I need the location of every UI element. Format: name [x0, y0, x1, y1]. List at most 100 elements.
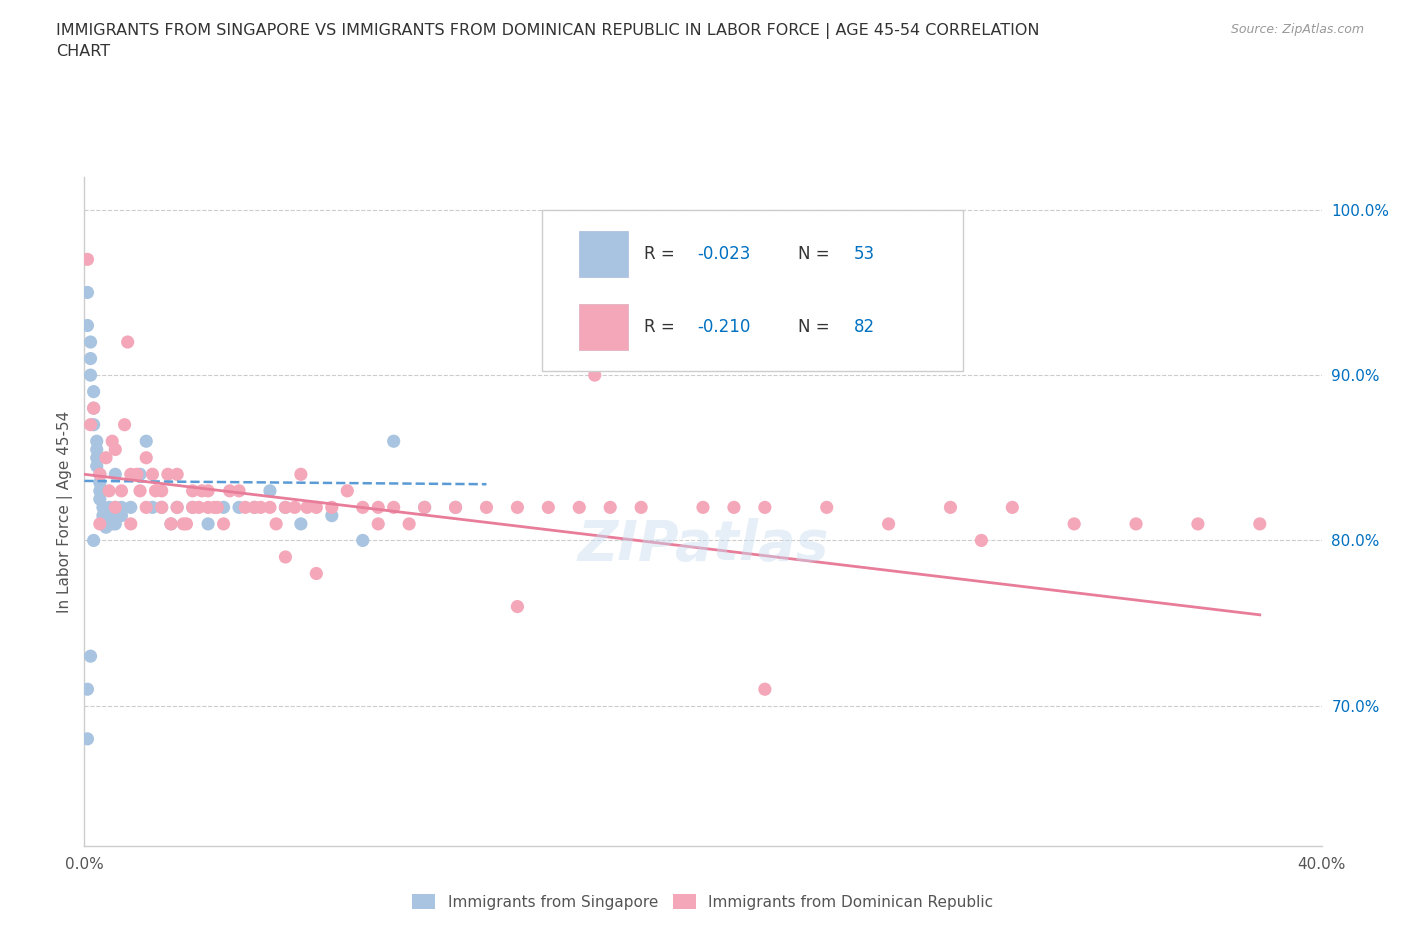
Point: [274, 550, 297, 565]
Text: N =: N =: [799, 318, 835, 337]
Point: [150, 500, 173, 515]
Point: [197, 516, 219, 531]
Point: [1125, 516, 1147, 531]
Point: [444, 500, 467, 515]
Point: [568, 500, 591, 515]
Point: [1001, 500, 1024, 515]
Point: [202, 500, 225, 515]
Point: [367, 500, 389, 515]
Point: [207, 500, 229, 515]
Point: [166, 467, 188, 482]
Point: [187, 500, 209, 515]
Point: [1063, 516, 1085, 531]
Point: [83, 401, 105, 416]
Point: [181, 500, 204, 515]
Point: [321, 508, 343, 523]
Point: [176, 516, 198, 531]
FancyBboxPatch shape: [543, 210, 963, 371]
Text: 53: 53: [853, 245, 875, 262]
Point: [723, 500, 745, 515]
Point: [243, 500, 266, 515]
Point: [630, 500, 652, 515]
Point: [228, 484, 250, 498]
Point: [970, 533, 993, 548]
Point: [117, 335, 139, 350]
Point: [537, 500, 560, 515]
Point: [367, 516, 389, 531]
Point: [1187, 516, 1209, 531]
Point: [444, 500, 467, 515]
Point: [352, 500, 374, 515]
Point: [939, 500, 962, 515]
Point: [141, 500, 163, 515]
Point: [129, 484, 152, 498]
Point: [114, 418, 136, 432]
Text: 82: 82: [853, 318, 875, 337]
Point: [352, 533, 374, 548]
Point: [135, 500, 157, 515]
Point: [79, 335, 101, 350]
Text: R =: R =: [644, 318, 679, 337]
Point: [259, 500, 281, 515]
Point: [382, 433, 405, 448]
Point: [76, 731, 98, 746]
Point: [141, 467, 163, 482]
Point: [382, 500, 405, 515]
Point: [76, 285, 98, 299]
Point: [243, 500, 266, 515]
Point: [83, 418, 105, 432]
Point: [129, 467, 152, 482]
Point: [76, 682, 98, 697]
Point: [172, 516, 194, 531]
Point: [94, 520, 117, 535]
Point: [83, 533, 105, 548]
Point: [191, 484, 214, 498]
Point: [290, 516, 312, 531]
Text: ZIPatlas: ZIPatlas: [578, 518, 828, 572]
Point: [212, 516, 235, 531]
Point: [98, 500, 121, 515]
Point: [76, 318, 98, 333]
Point: [249, 500, 271, 515]
Point: [110, 500, 132, 515]
Point: [104, 467, 127, 482]
Point: [89, 484, 111, 498]
Point: [125, 467, 148, 482]
Point: [197, 484, 219, 498]
Point: [120, 467, 142, 482]
FancyBboxPatch shape: [579, 304, 627, 351]
Point: [305, 500, 328, 515]
Point: [599, 500, 621, 515]
Text: N =: N =: [799, 245, 835, 262]
Point: [145, 484, 167, 498]
Point: [233, 500, 256, 515]
Point: [104, 500, 127, 515]
Text: -0.210: -0.210: [697, 318, 751, 337]
Y-axis label: In Labor Force | Age 45-54: In Labor Force | Age 45-54: [58, 410, 73, 613]
Point: [321, 500, 343, 515]
Point: [583, 367, 606, 382]
Point: [754, 682, 776, 697]
Point: [506, 599, 529, 614]
Point: [475, 500, 498, 515]
FancyBboxPatch shape: [579, 231, 627, 277]
Point: [98, 484, 121, 498]
Point: [83, 384, 105, 399]
Point: [104, 516, 127, 531]
Point: [336, 484, 359, 498]
Point: [79, 367, 101, 382]
Point: [295, 500, 318, 515]
Point: [110, 484, 132, 498]
Point: [150, 484, 173, 498]
Legend: Immigrants from Singapore, Immigrants from Dominican Republic: Immigrants from Singapore, Immigrants fr…: [406, 887, 1000, 916]
Point: [274, 500, 297, 515]
Point: [197, 500, 219, 515]
Point: [86, 433, 108, 448]
Point: [101, 433, 124, 448]
Point: [98, 508, 121, 523]
Point: [76, 252, 98, 267]
Point: [83, 401, 105, 416]
Point: [86, 450, 108, 465]
Point: [156, 467, 179, 482]
Point: [228, 500, 250, 515]
